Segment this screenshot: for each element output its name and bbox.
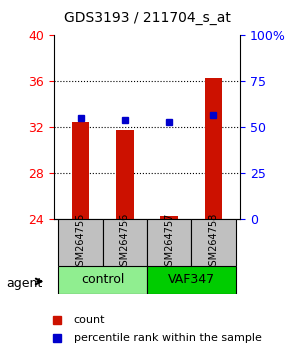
Text: percentile rank within the sample: percentile rank within the sample bbox=[74, 333, 262, 343]
FancyBboxPatch shape bbox=[103, 219, 147, 266]
Bar bbox=[72, 122, 89, 219]
Text: GSM264756: GSM264756 bbox=[120, 213, 130, 272]
Bar bbox=[160, 216, 178, 219]
Text: control: control bbox=[81, 273, 124, 286]
Text: agent: agent bbox=[6, 277, 42, 290]
Text: VAF347: VAF347 bbox=[168, 273, 215, 286]
Text: GSM264758: GSM264758 bbox=[208, 213, 218, 272]
FancyBboxPatch shape bbox=[58, 266, 147, 294]
FancyBboxPatch shape bbox=[58, 219, 103, 266]
Bar bbox=[116, 130, 134, 219]
Text: count: count bbox=[74, 315, 105, 325]
FancyBboxPatch shape bbox=[147, 219, 191, 266]
Text: GSM264755: GSM264755 bbox=[76, 213, 85, 272]
FancyBboxPatch shape bbox=[147, 266, 236, 294]
FancyBboxPatch shape bbox=[191, 219, 236, 266]
Text: GDS3193 / 211704_s_at: GDS3193 / 211704_s_at bbox=[64, 11, 230, 25]
Text: GSM264757: GSM264757 bbox=[164, 213, 174, 272]
Bar bbox=[205, 78, 222, 219]
